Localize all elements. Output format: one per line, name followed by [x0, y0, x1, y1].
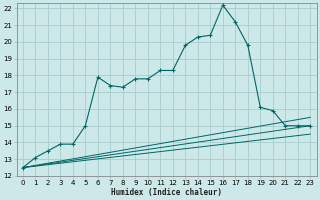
X-axis label: Humidex (Indice chaleur): Humidex (Indice chaleur)	[111, 188, 222, 197]
